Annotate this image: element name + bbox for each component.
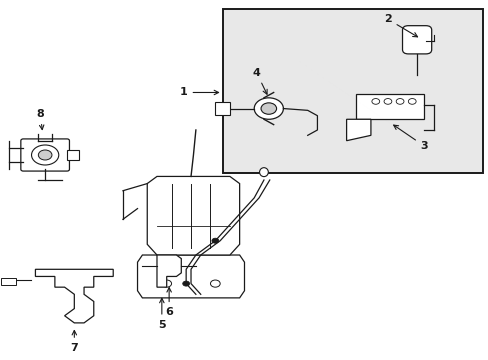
Bar (215, 102, 229, 115)
Text: 6: 6 (165, 288, 173, 317)
Circle shape (254, 98, 283, 119)
Polygon shape (346, 119, 370, 141)
Text: 4: 4 (252, 68, 266, 94)
Text: 7: 7 (70, 330, 78, 353)
Polygon shape (147, 176, 239, 255)
Text: 3: 3 (393, 125, 427, 151)
Circle shape (38, 150, 52, 160)
Polygon shape (356, 94, 424, 119)
Circle shape (162, 280, 171, 287)
Circle shape (383, 99, 391, 104)
Circle shape (261, 103, 276, 114)
Polygon shape (137, 255, 244, 298)
Circle shape (211, 238, 218, 243)
Bar (1, 278, 16, 285)
Ellipse shape (259, 168, 268, 177)
Text: 2: 2 (383, 14, 417, 37)
Circle shape (210, 280, 220, 287)
Text: 5: 5 (158, 298, 165, 330)
Circle shape (407, 99, 415, 104)
Circle shape (371, 99, 379, 104)
Circle shape (31, 145, 59, 165)
Text: 8: 8 (36, 109, 44, 130)
Bar (67, 150, 79, 160)
Bar (222, 9, 482, 173)
FancyBboxPatch shape (21, 139, 69, 171)
Text: 1: 1 (180, 87, 218, 98)
Circle shape (395, 99, 403, 104)
FancyBboxPatch shape (402, 26, 431, 54)
Circle shape (162, 262, 171, 269)
Circle shape (183, 281, 189, 286)
Polygon shape (35, 269, 113, 323)
Polygon shape (157, 255, 181, 287)
